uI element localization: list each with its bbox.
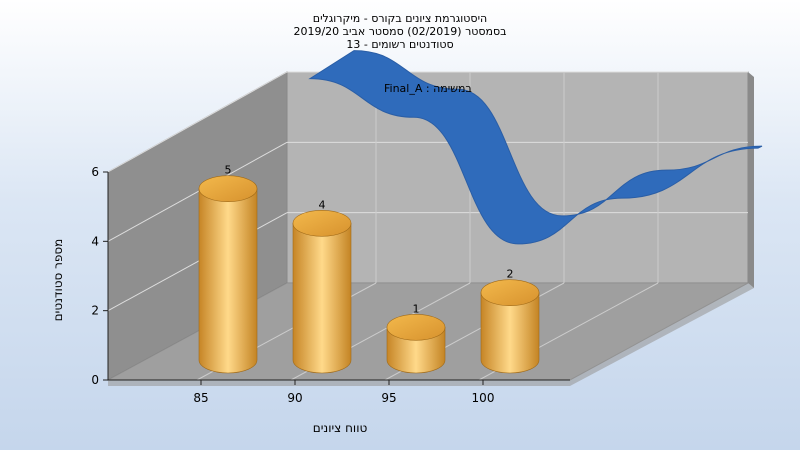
- bar-top-100: [480, 279, 540, 306]
- side-gridline: [107, 141, 288, 242]
- y-axis-label: מספר סטודנטים: [51, 239, 65, 322]
- data-label-85: 5: [225, 164, 232, 177]
- x-axis-label: טווח ציונים: [313, 421, 368, 435]
- bar-90: [292, 223, 352, 374]
- back-wall-edge: [748, 72, 754, 288]
- data-label-95: 1: [413, 302, 420, 315]
- side-gridline: [107, 71, 288, 173]
- curve-series-ribbon: [308, 50, 763, 245]
- bar-85: [198, 188, 258, 374]
- chart-title-line-2: בסמסטר (02/2019) סמסטר אביב 2019/20: [293, 25, 507, 38]
- y-tick-label-0: 0: [91, 373, 99, 387]
- x-tick-label-95: 95: [381, 391, 396, 405]
- data-label-90: 4: [319, 198, 326, 211]
- bars-layer: 5 4 1 2: [198, 164, 540, 374]
- series-annotation: Final_A : במשימה: [384, 82, 472, 95]
- y-tick-label-4: 4: [91, 234, 99, 248]
- bar-top-90: [292, 210, 352, 237]
- bar-top-85: [198, 175, 258, 202]
- chart-title-line-1: היסטוגרמת ציונים בקורס - מיקרוגלים: [312, 12, 488, 25]
- data-label-100: 2: [507, 268, 514, 281]
- bar-top-95: [386, 314, 446, 341]
- chart-title-line-3: סטודנטים רשומים - 13: [346, 38, 454, 51]
- x-tick-label-85: 85: [193, 391, 208, 405]
- y-tick-label-2: 2: [91, 304, 99, 318]
- curve-layer: [308, 50, 763, 245]
- axes-layer: 0 2 4 6 85 90 95 100: [91, 165, 570, 405]
- y-tick-label-6: 6: [91, 165, 99, 179]
- bar-100: [480, 292, 540, 374]
- x-tick-label-100: 100: [472, 391, 495, 405]
- x-tick-label-90: 90: [287, 391, 302, 405]
